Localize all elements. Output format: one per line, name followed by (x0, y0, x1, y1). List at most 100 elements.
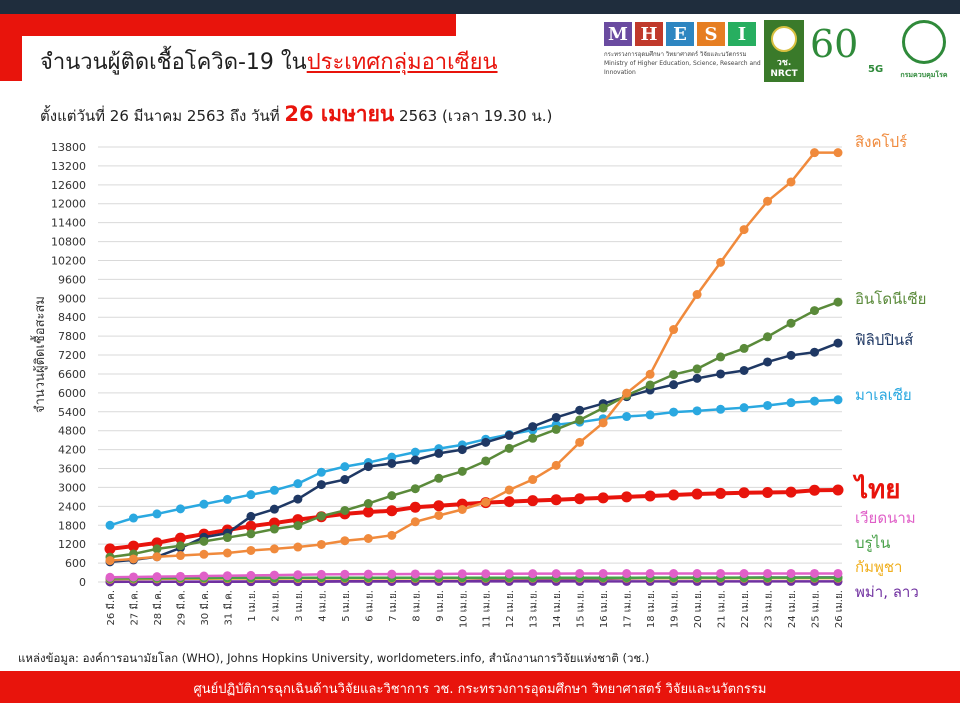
title-accent-bar (0, 36, 22, 81)
data-point (410, 484, 420, 494)
y-tick-label: 10200 (51, 254, 86, 267)
mhesi-letter: E (666, 22, 694, 46)
data-point (809, 484, 821, 496)
data-point (175, 551, 185, 561)
data-point (833, 338, 843, 348)
x-tick-label: 17 เม.ย. (623, 590, 634, 628)
y-tick-label: 3600 (58, 463, 86, 476)
data-point (175, 504, 185, 514)
data-point (739, 343, 749, 353)
data-point (504, 443, 514, 453)
data-point (622, 388, 632, 398)
x-tick-label: 7 เม.ย. (388, 590, 399, 622)
data-point (362, 506, 374, 518)
x-tick-label: 25 เม.ย. (811, 590, 822, 628)
mhesi-letter: I (728, 22, 756, 46)
data-point (434, 448, 444, 458)
data-point (598, 418, 608, 428)
y-tick-label: 7200 (58, 349, 86, 362)
data-point (152, 509, 162, 519)
data-point (316, 467, 326, 477)
data-point (763, 196, 773, 206)
data-point (457, 466, 467, 476)
series-line (109, 576, 838, 580)
data-point (387, 452, 397, 462)
data-point (786, 568, 796, 578)
data-point (433, 500, 445, 512)
data-point (598, 403, 608, 413)
data-point (199, 499, 209, 509)
data-point (105, 572, 115, 582)
data-point (246, 529, 256, 539)
y-tick-label: 3000 (58, 481, 86, 494)
data-point (105, 556, 115, 566)
data-point (128, 572, 138, 582)
x-tick-label: 12 เม.ย. (505, 590, 516, 628)
data-point (622, 569, 632, 579)
data-point (340, 475, 350, 485)
data-point (833, 568, 843, 578)
data-point (598, 569, 608, 579)
data-point (363, 462, 373, 472)
data-point (763, 569, 773, 579)
data-point (269, 570, 279, 580)
y-tick-label: 2400 (58, 500, 86, 513)
y-tick-label: 6600 (58, 368, 86, 381)
mhesi-letter: M (604, 22, 632, 46)
data-point (550, 494, 562, 506)
x-tick-label: 21 เม.ย. (717, 590, 728, 628)
data-point (175, 541, 185, 551)
data-point (457, 569, 467, 579)
ddc-logo: กรมควบคุมโรค (896, 20, 952, 79)
series-end-label: บรูไน (855, 534, 890, 552)
data-point (575, 569, 585, 579)
data-point (175, 571, 185, 581)
x-tick-label: 26 มี.ค. (105, 590, 117, 626)
ddc-emblem-icon (902, 20, 946, 64)
data-point (716, 569, 726, 579)
data-point (504, 569, 514, 579)
data-point (810, 148, 820, 158)
data-point (692, 364, 702, 374)
x-tick-label: 1 เม.ย. (247, 590, 258, 622)
data-point (528, 422, 538, 432)
top-red-bar (0, 14, 456, 36)
title-prefix: จำนวนผู้ติดเชื้อโควิด-19 ใน (40, 50, 307, 75)
y-tick-label: 12000 (51, 198, 86, 211)
data-point (503, 496, 515, 508)
data-point (668, 489, 680, 501)
data-point (669, 380, 679, 390)
fiveg-label: 5G (868, 64, 884, 75)
data-point (387, 569, 397, 579)
x-tick-label: 20 เม.ย. (693, 590, 704, 628)
source-note: แหล่งข้อมูล: องค์การอนามัยโลก (WHO), Joh… (18, 651, 650, 665)
data-point (199, 536, 209, 546)
data-point (597, 492, 609, 504)
top-dark-bar (0, 0, 960, 14)
x-tick-label: 11 เม.ย. (482, 590, 493, 628)
data-point (363, 499, 373, 509)
data-point (222, 494, 232, 504)
data-point (316, 511, 326, 521)
x-tick-label: 28 มี.ค. (152, 590, 164, 626)
series-end-label: เวียดนาม (855, 509, 916, 527)
data-point (246, 545, 256, 555)
data-point (434, 473, 444, 483)
data-point (692, 406, 702, 416)
data-point (363, 534, 373, 543)
x-tick-label: 26 เม.ย. (834, 590, 845, 628)
data-point (410, 455, 420, 465)
data-point (293, 521, 303, 531)
x-tick-label: 16 เม.ย. (599, 590, 610, 628)
data-point (174, 532, 186, 544)
data-point (763, 400, 773, 410)
data-point (716, 404, 726, 414)
series-line (109, 151, 838, 562)
y-tick-label: 1200 (58, 538, 86, 551)
data-point (246, 490, 256, 500)
sixty-years-logo: 60 (810, 22, 859, 66)
data-point (786, 177, 796, 187)
y-tick-label: 600 (65, 557, 86, 570)
data-point (293, 494, 303, 504)
